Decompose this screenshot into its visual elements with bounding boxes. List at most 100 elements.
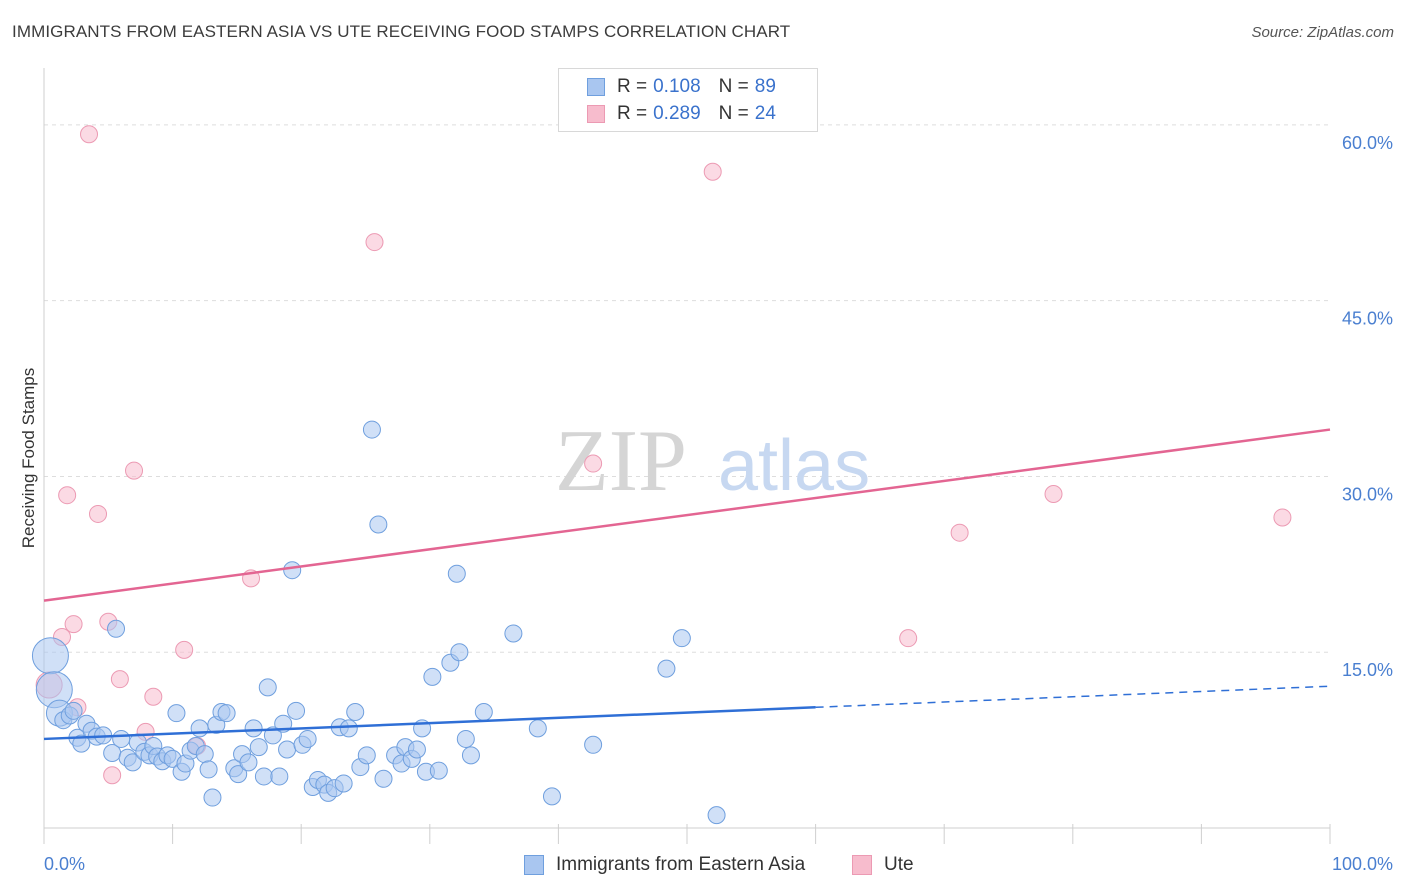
ute-point (1273, 508, 1292, 527)
eastern-asia-point (298, 729, 317, 748)
eastern-asia-point (217, 704, 236, 723)
eastern-asia-point (707, 806, 726, 825)
eastern-asia-point (369, 515, 388, 534)
eastern-asia-point (203, 788, 222, 807)
legend-n-label: N = (718, 76, 749, 97)
eastern-asia-point (244, 719, 263, 738)
ute-point (703, 162, 722, 181)
ute-point (144, 687, 163, 706)
legend-swatch-pink (587, 105, 605, 123)
watermark: ZIP atlas (555, 413, 870, 510)
ute-point (950, 523, 969, 542)
legend-r-value: 0.108 (653, 76, 701, 97)
x-tick-label: 0.0% (44, 854, 85, 874)
eastern-asia-point (72, 734, 91, 753)
series-legend-label: Immigrants from Eastern Asia (556, 854, 806, 875)
ute-points (35, 125, 1292, 785)
ute-point (58, 486, 77, 505)
series-legend-eastern-asia[interactable]: Immigrants from Eastern Asia (524, 852, 805, 878)
y-tick-label: 45.0% (1342, 309, 1393, 329)
series-swatch-blue (524, 855, 544, 875)
legend-n-label: N = (718, 103, 749, 124)
chart-source: Source: ZipAtlas.com (1251, 24, 1394, 41)
eastern-asia-point (447, 564, 466, 583)
eastern-asia-point (263, 726, 282, 745)
chart-title: IMMIGRANTS FROM EASTERN ASIA VS UTE RECE… (12, 22, 791, 41)
eastern-asia-trend-line (43, 706, 816, 741)
eastern-asia-point (31, 637, 69, 675)
eastern-asia-point (254, 767, 273, 786)
eastern-asia-points (31, 420, 726, 825)
ute-point (1044, 485, 1063, 504)
ute-point (89, 504, 108, 523)
eastern-asia-point (542, 787, 561, 806)
ute-point (125, 461, 144, 480)
y-tick-label: 30.0% (1342, 484, 1393, 504)
eastern-asia-point (239, 753, 258, 772)
ute-trend-line (43, 428, 1331, 602)
eastern-asia-point (107, 619, 126, 638)
eastern-asia-point (474, 702, 493, 721)
legend-row-eastern-asia: R = 0.108 N = 89 (587, 74, 776, 100)
tick-labels: 15.0% 30.0% 45.0% 60.0% 0.0% 100.0% (44, 133, 1393, 874)
eastern-asia-point (657, 659, 676, 678)
eastern-asia-point (450, 643, 469, 662)
gridlines (44, 124, 1330, 653)
eastern-asia-point (123, 753, 142, 772)
y-tick-label: 15.0% (1342, 660, 1393, 680)
eastern-asia-point (334, 774, 353, 793)
ute-point (365, 233, 384, 252)
eastern-asia-point (283, 561, 302, 580)
x-tick-label: 100.0% (1332, 854, 1393, 874)
eastern-asia-trend-extension (815, 685, 1331, 709)
eastern-asia-point (423, 667, 442, 686)
ute-point (584, 454, 603, 473)
legend-n-value: 89 (754, 76, 776, 97)
eastern-asia-point (64, 701, 83, 720)
eastern-asia-point (456, 729, 475, 748)
trend-lines (43, 428, 1331, 741)
legend-r-label: R = (617, 103, 648, 124)
eastern-asia-point (249, 738, 268, 757)
eastern-asia-point (429, 761, 448, 780)
legend-n-value: 24 (754, 103, 776, 124)
eastern-asia-point (362, 420, 381, 439)
eastern-asia-point (258, 678, 277, 697)
eastern-asia-point (195, 745, 214, 764)
y-tick-label: 60.0% (1342, 133, 1393, 153)
series-legend-ute[interactable]: Ute (852, 852, 914, 878)
legend-r-label: R = (617, 76, 648, 97)
ute-point (64, 615, 83, 634)
series-swatch-pink (852, 855, 872, 875)
ute-point (175, 640, 194, 659)
eastern-asia-point (584, 735, 603, 754)
watermark-atlas: atlas (718, 426, 870, 506)
eastern-asia-point (346, 702, 365, 721)
watermark-zip: ZIP (555, 413, 687, 510)
ute-point (103, 766, 122, 785)
eastern-asia-point (278, 740, 297, 759)
eastern-asia-point (357, 746, 376, 765)
eastern-asia-point (672, 629, 691, 648)
series-legend: Immigrants from Eastern Asia Ute (0, 852, 1406, 878)
eastern-asia-point (528, 719, 547, 738)
eastern-asia-point (287, 701, 306, 720)
eastern-asia-point (167, 704, 186, 723)
eastern-asia-point (407, 740, 426, 759)
ute-point (80, 125, 99, 144)
ute-point (110, 670, 129, 689)
eastern-asia-point (461, 746, 480, 765)
eastern-asia-point (374, 769, 393, 788)
eastern-asia-point (199, 760, 218, 779)
axes (43, 68, 1331, 844)
legend-r-value: 0.289 (653, 103, 701, 124)
eastern-asia-point (112, 729, 131, 748)
eastern-asia-point (339, 719, 358, 738)
eastern-asia-point (229, 765, 248, 784)
legend-swatch-blue (587, 78, 605, 96)
series-legend-label: Ute (884, 854, 914, 875)
legend: R = 0.108 N = 89 R = 0.289 N = 24 (558, 68, 818, 132)
eastern-asia-point (270, 767, 289, 786)
ute-point (899, 629, 918, 648)
